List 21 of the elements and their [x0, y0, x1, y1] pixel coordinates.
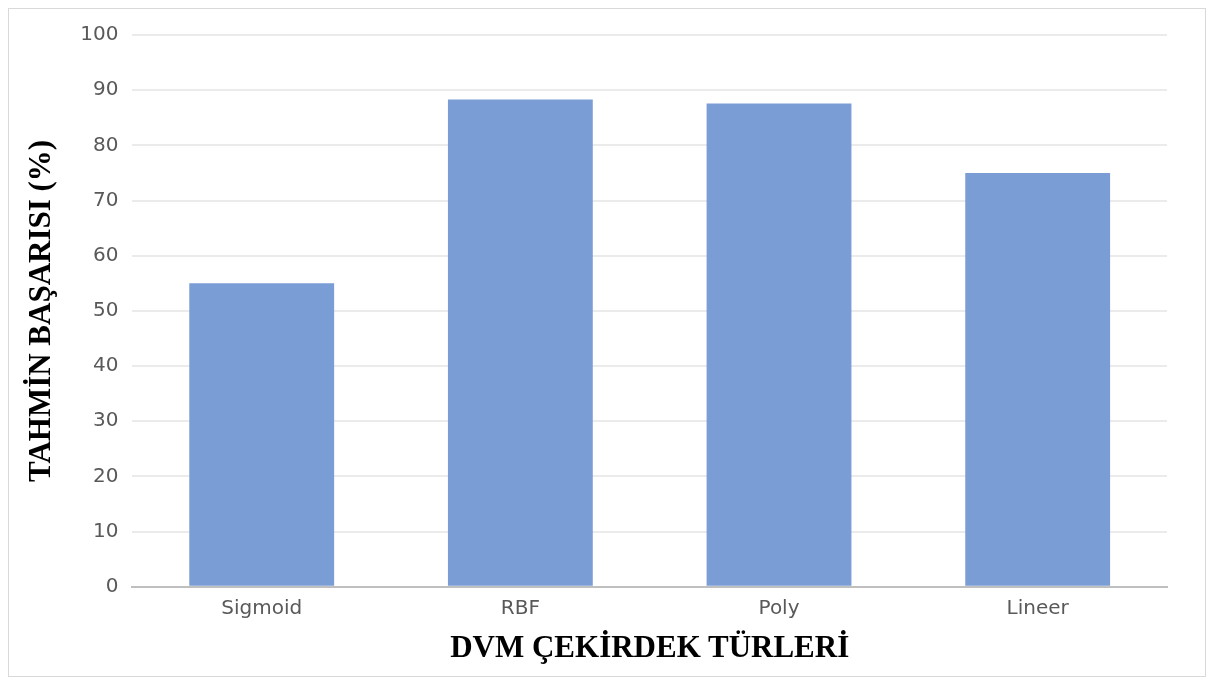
y-tick-label: 90 [92, 76, 119, 101]
y-tick-label: 20 [92, 462, 119, 487]
bar [189, 283, 335, 586]
y-tick-label: 30 [92, 407, 119, 432]
y-tick-label: 60 [92, 241, 119, 266]
y-tick-label: 50 [92, 297, 119, 322]
y-tick-label: 70 [92, 186, 119, 211]
y-tick-label: 0 [105, 573, 119, 597]
bar [706, 103, 852, 586]
x-tick-label: Lineer [1006, 595, 1070, 619]
bar [965, 172, 1111, 586]
y-tick-label: 10 [92, 517, 119, 542]
y-axis-title: TAHMİN BAŞARISI (%) [21, 139, 57, 482]
x-tick-label: Sigmoid [221, 595, 303, 619]
y-tick-label: 40 [92, 352, 119, 377]
x-axis-title: DVM ÇEKİRDEK TÜRLERİ [450, 629, 850, 665]
x-tick-label: Poly [758, 595, 800, 619]
y-tick-label: 80 [92, 131, 119, 156]
x-tick-label: RBF [500, 595, 540, 619]
bar [447, 99, 593, 586]
y-tick-label: 100 [80, 21, 119, 46]
